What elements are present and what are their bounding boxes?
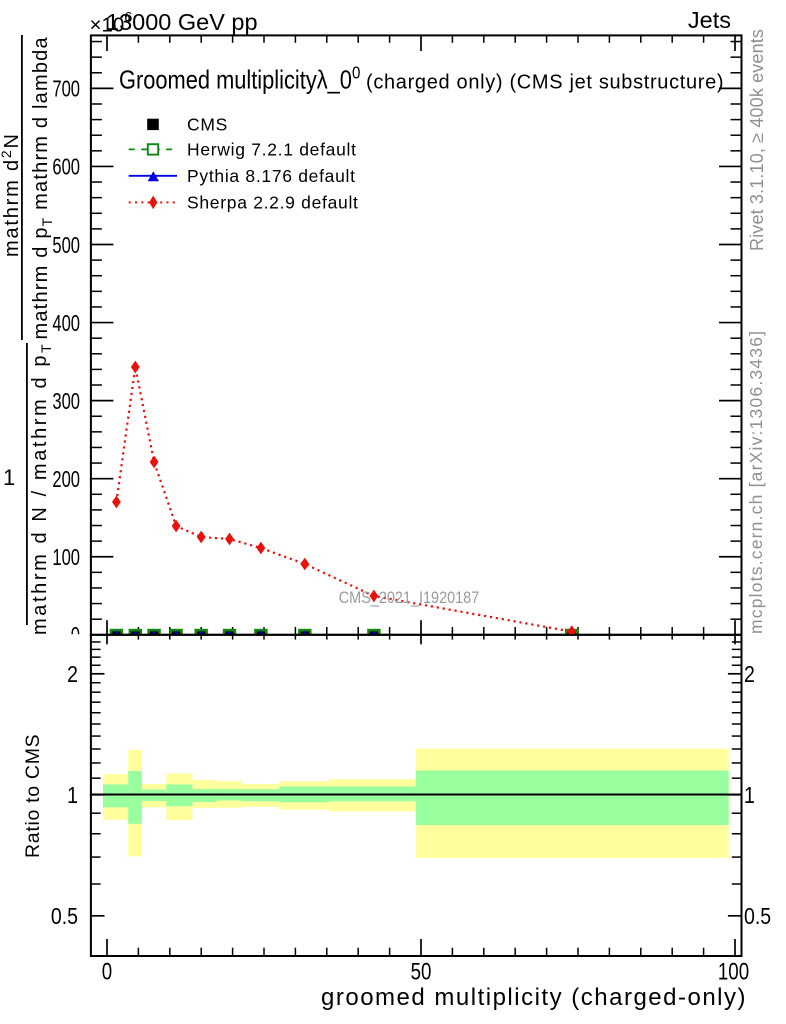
- svg-text:600: 600: [52, 155, 80, 180]
- svg-text:mathrm d N / mathrm d pT: mathrm d N / mathrm d pT: [29, 342, 54, 635]
- svg-text:13000 GeV pp: 13000 GeV pp: [106, 9, 258, 35]
- svg-text:(charged only) (CMS jet substr: (charged only) (CMS jet substructure): [366, 72, 724, 94]
- svg-text:Jets: Jets: [688, 7, 731, 33]
- svg-text:groomed multiplicity (charged-: groomed multiplicity (charged-only): [321, 984, 747, 1011]
- svg-text:50: 50: [411, 958, 432, 985]
- svg-text:2: 2: [67, 662, 78, 688]
- svg-text:mathrm d pT mathrm d lambda: mathrm d pT mathrm d lambda: [30, 36, 55, 339]
- svg-text:1: 1: [67, 783, 78, 809]
- svg-text:400: 400: [52, 311, 80, 336]
- svg-text:Ratio to CMS: Ratio to CMS: [22, 734, 44, 858]
- svg-text:300: 300: [52, 389, 80, 414]
- svg-text:CMS_2021_I1920187: CMS_2021_I1920187: [339, 589, 480, 607]
- svg-text:Groomed multiplicityλ_00: Groomed multiplicityλ_00: [119, 62, 360, 95]
- svg-text:Herwig 7.2.1 default: Herwig 7.2.1 default: [187, 139, 357, 159]
- svg-text:2: 2: [744, 662, 755, 688]
- svg-text:0.5: 0.5: [744, 904, 771, 930]
- svg-text:Pythia 8.176 default: Pythia 8.176 default: [187, 166, 356, 186]
- svg-text:0.5: 0.5: [51, 904, 78, 930]
- svg-text:0: 0: [102, 958, 112, 985]
- svg-text:500: 500: [52, 233, 80, 258]
- svg-text:0: 0: [71, 624, 80, 649]
- svg-text:Rivet 3.1.10, ≥ 400k events: Rivet 3.1.10, ≥ 400k events: [747, 29, 767, 251]
- svg-text:1: 1: [744, 783, 755, 809]
- svg-text:700: 700: [52, 77, 80, 102]
- svg-text:mcplots.cern.ch [arXiv:1306.34: mcplots.cern.ch [arXiv:1306.3436]: [746, 330, 766, 634]
- svg-text:100: 100: [718, 958, 749, 985]
- svg-text:200: 200: [52, 467, 80, 492]
- svg-text:1: 1: [3, 465, 15, 490]
- svg-text:100: 100: [52, 545, 80, 570]
- svg-text:mathrm d2N: mathrm d2N: [0, 132, 23, 257]
- svg-text:Sherpa 2.2.9 default: Sherpa 2.2.9 default: [187, 192, 359, 212]
- svg-text:CMS: CMS: [187, 114, 228, 134]
